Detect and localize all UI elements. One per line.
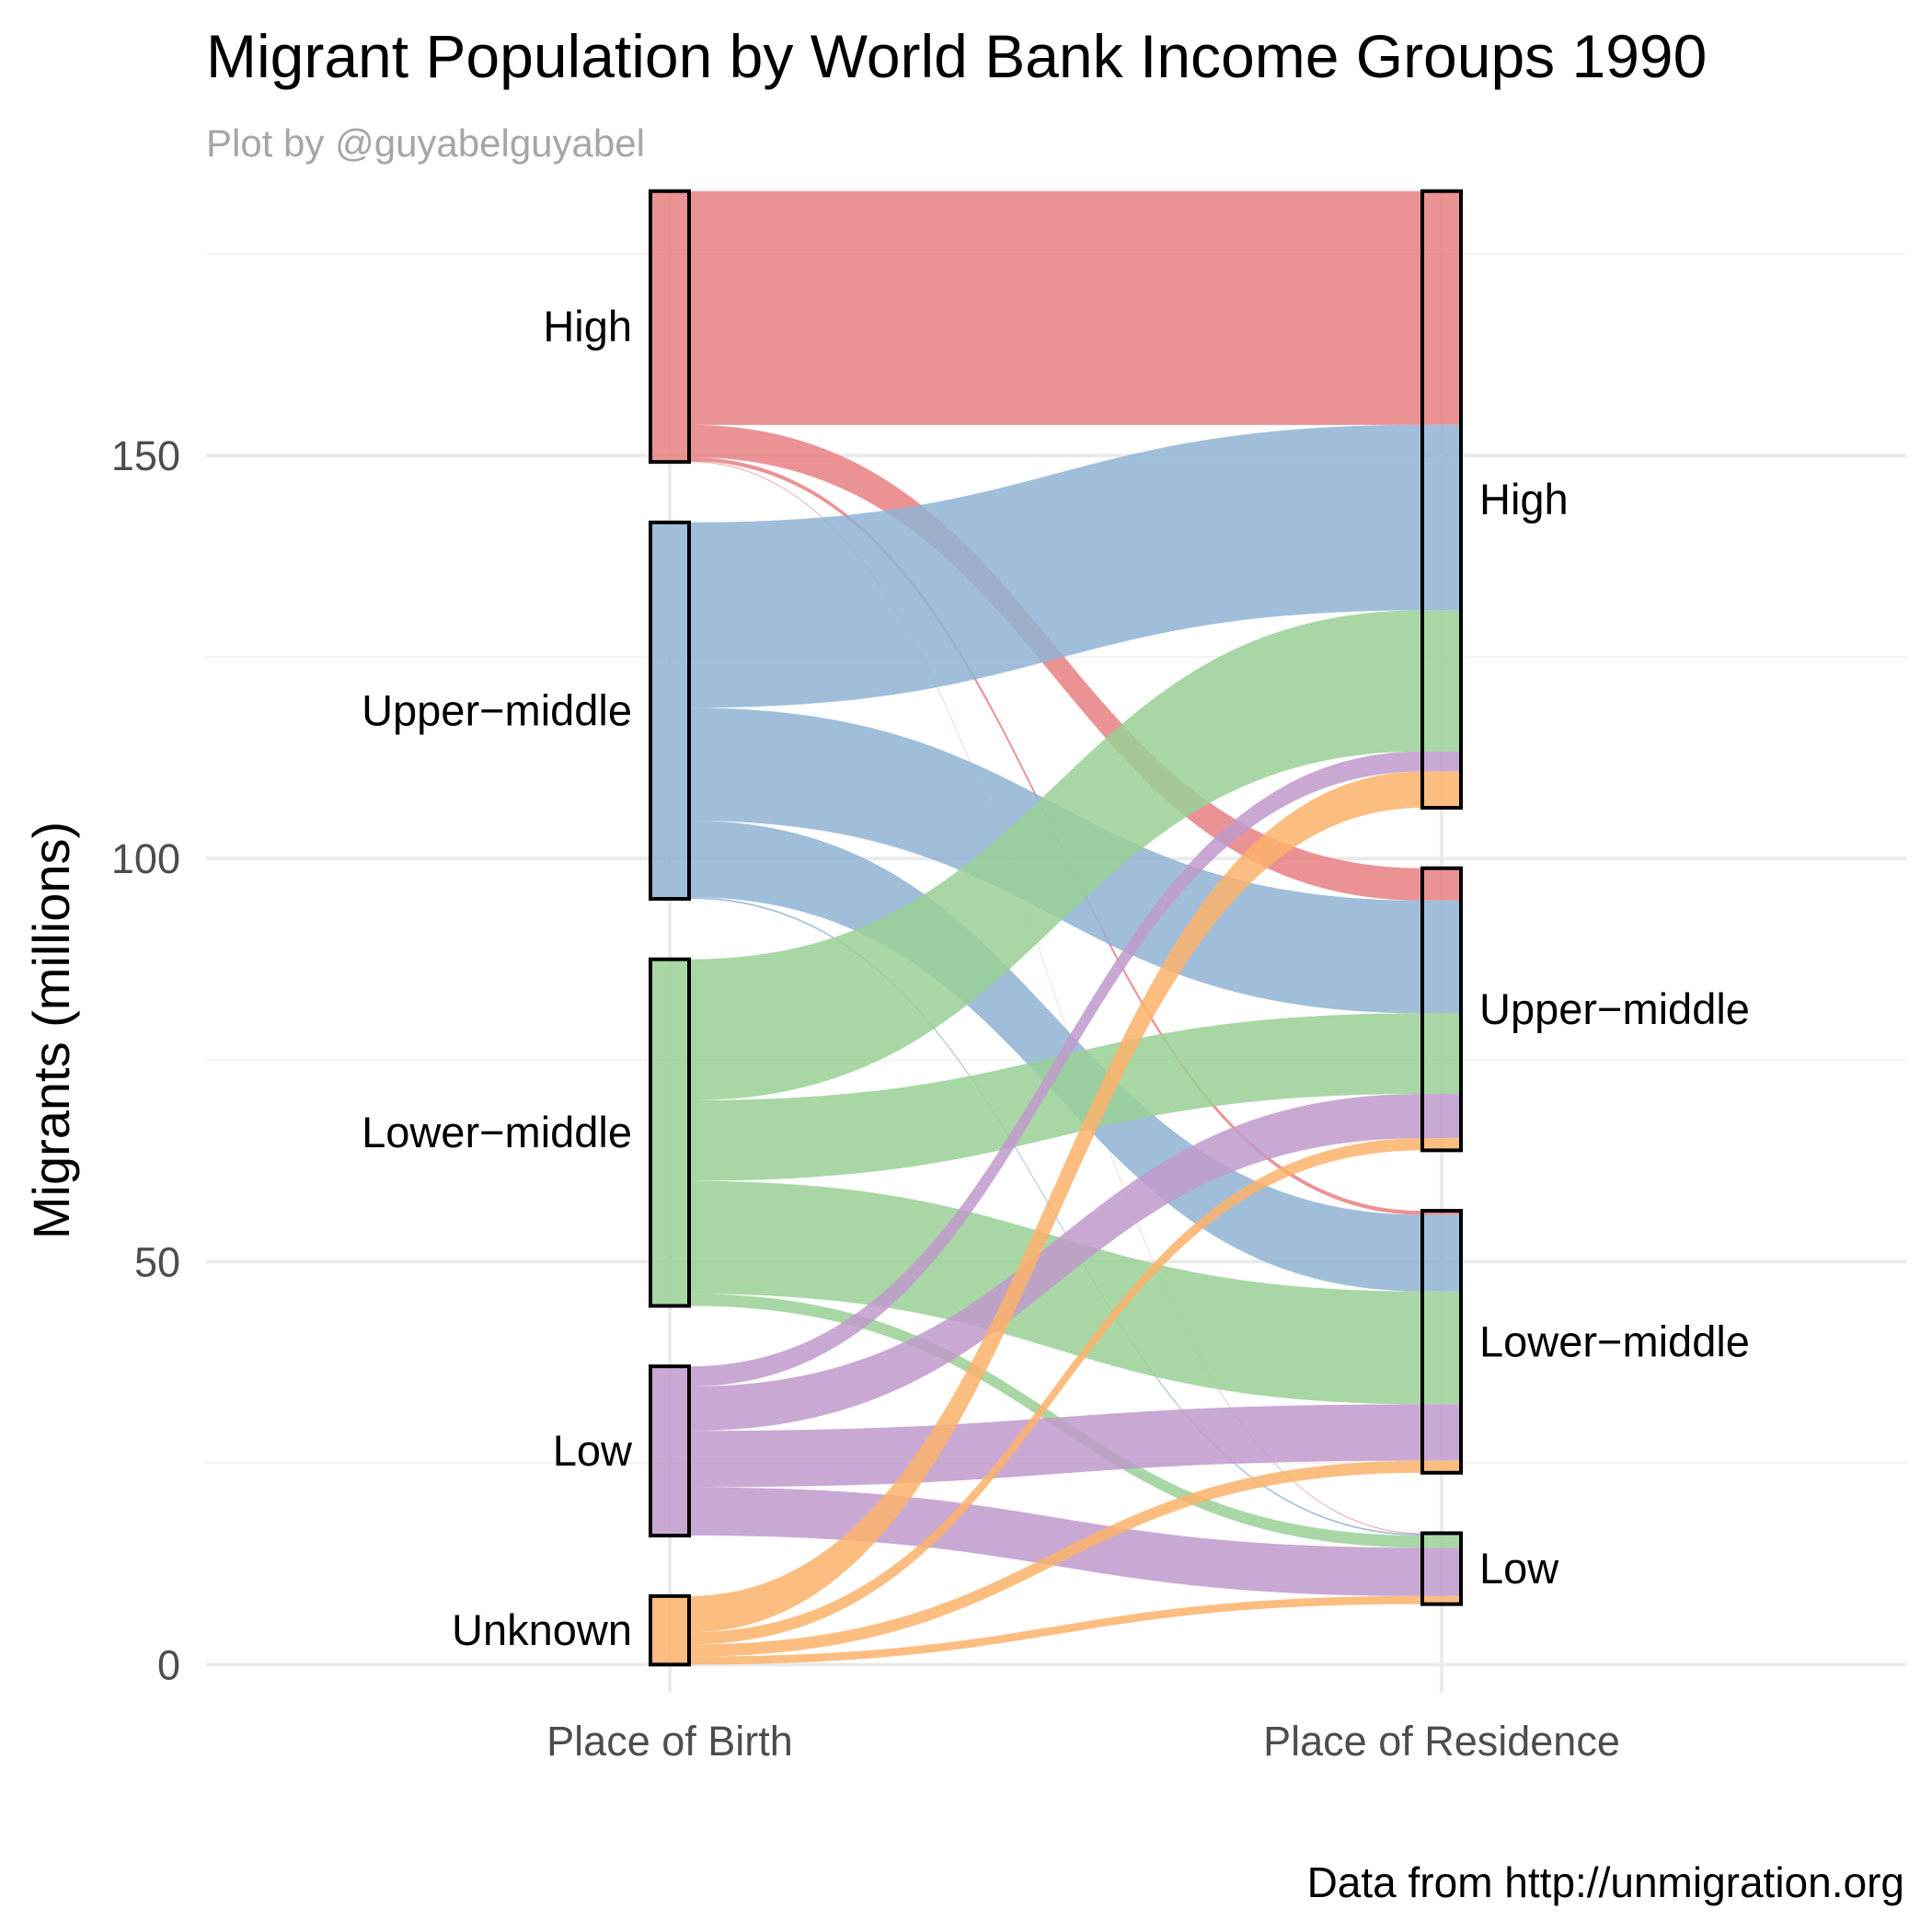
birth-node-high xyxy=(649,189,691,465)
residence-node-segment xyxy=(1422,1214,1461,1292)
residence-node-segment xyxy=(1422,1404,1461,1461)
birth-node-label: High xyxy=(543,302,632,351)
birth-node-lower-middle xyxy=(649,957,691,1308)
flow-upper-middle-to-high xyxy=(689,424,1422,708)
x-tick-label: Place of Residence xyxy=(1263,1718,1620,1765)
birth-node-fill-upper-middle xyxy=(650,522,689,900)
birth-node-label: Upper−middle xyxy=(362,685,632,734)
residence-node-segment xyxy=(1422,1013,1461,1095)
flow-low-to-lower-middle xyxy=(689,1404,1422,1488)
birth-node-low xyxy=(649,1364,691,1538)
residence-node-segment xyxy=(1422,1547,1461,1596)
residence-node-segment xyxy=(1422,751,1461,772)
residence-node-high xyxy=(1420,189,1463,810)
y-tick-label: 0 xyxy=(157,1641,180,1688)
residence-node-segment xyxy=(1422,1291,1461,1405)
flows xyxy=(689,190,1422,1665)
y-tick-label: 150 xyxy=(111,432,180,479)
residence-node-segment xyxy=(1422,424,1461,611)
flow-unknown-to-low xyxy=(689,1595,1422,1665)
chart-subtitle: Plot by @guyabelguyabel xyxy=(206,121,645,165)
residence-node-segment xyxy=(1422,1211,1461,1215)
residence-node-segment xyxy=(1422,771,1461,808)
nodes xyxy=(649,189,1463,1667)
birth-node-label: Low xyxy=(553,1426,633,1475)
residence-node-segment xyxy=(1422,1595,1461,1604)
residence-node-segment xyxy=(1422,1094,1461,1139)
birth-node-fill-low xyxy=(650,1366,689,1536)
y-tick-label: 100 xyxy=(111,835,180,882)
y-axis-label: Migrants (millions) xyxy=(22,822,80,1239)
x-tick-label: Place of Birth xyxy=(546,1718,793,1765)
residence-node-lower-middle xyxy=(1420,1209,1463,1475)
flow-high-to-upper-middle xyxy=(689,424,1422,901)
flow-unknown-to-high xyxy=(689,771,1422,1633)
residence-node-segment xyxy=(1422,868,1461,901)
birth-node-label: Lower−middle xyxy=(362,1108,632,1156)
residence-node-segment xyxy=(1422,610,1461,752)
residence-node-segment xyxy=(1422,1535,1461,1548)
flow-high-to-high xyxy=(689,190,1422,425)
birth-node-label: Unknown xyxy=(452,1605,632,1654)
residence-node-segment xyxy=(1422,1138,1461,1151)
residence-node-label: Upper−middle xyxy=(1479,984,1750,1033)
flow-unknown-to-upper-middle xyxy=(689,1138,1422,1645)
residence-node-upper-middle xyxy=(1420,866,1463,1153)
residence-node-segment xyxy=(1422,900,1461,1014)
flow-lower-middle-to-upper-middle xyxy=(689,1013,1422,1181)
residence-node-label: Low xyxy=(1479,1544,1559,1593)
flow-lower-middle-to-high xyxy=(689,610,1422,1101)
birth-node-fill-unknown xyxy=(650,1595,689,1665)
residence-node-segment xyxy=(1422,190,1461,425)
flow-lower-middle-to-lower-middle xyxy=(689,1180,1422,1405)
y-tick-label: 50 xyxy=(134,1238,180,1285)
chart-caption: Data from http://unmigration.org xyxy=(1307,1858,1904,1906)
residence-node-low xyxy=(1420,1531,1463,1606)
birth-node-unknown xyxy=(649,1593,691,1667)
residence-node-label: Lower−middle xyxy=(1479,1317,1750,1365)
flow-unknown-to-lower-middle xyxy=(689,1460,1422,1657)
y-axis-ticks: 0 50 100 150 xyxy=(111,432,180,1688)
flow-low-to-upper-middle xyxy=(689,1094,1422,1432)
chart-title: Migrant Population by World Bank Income … xyxy=(206,22,1707,90)
flow-high-to-low xyxy=(689,461,1422,1535)
birth-node-fill-high xyxy=(650,190,689,463)
birth-node-fill-lower-middle xyxy=(650,959,689,1306)
residence-node-label: High xyxy=(1479,475,1569,523)
node-labels: High High Upper−middle Upper−middle Lower−mi… xyxy=(362,302,1750,1654)
birth-node-upper-middle xyxy=(649,520,691,902)
residence-node-segment xyxy=(1422,1460,1461,1473)
x-axis-ticks: Place of Birth Place of Residence xyxy=(546,1718,1620,1765)
flow-low-to-high xyxy=(689,751,1422,1387)
